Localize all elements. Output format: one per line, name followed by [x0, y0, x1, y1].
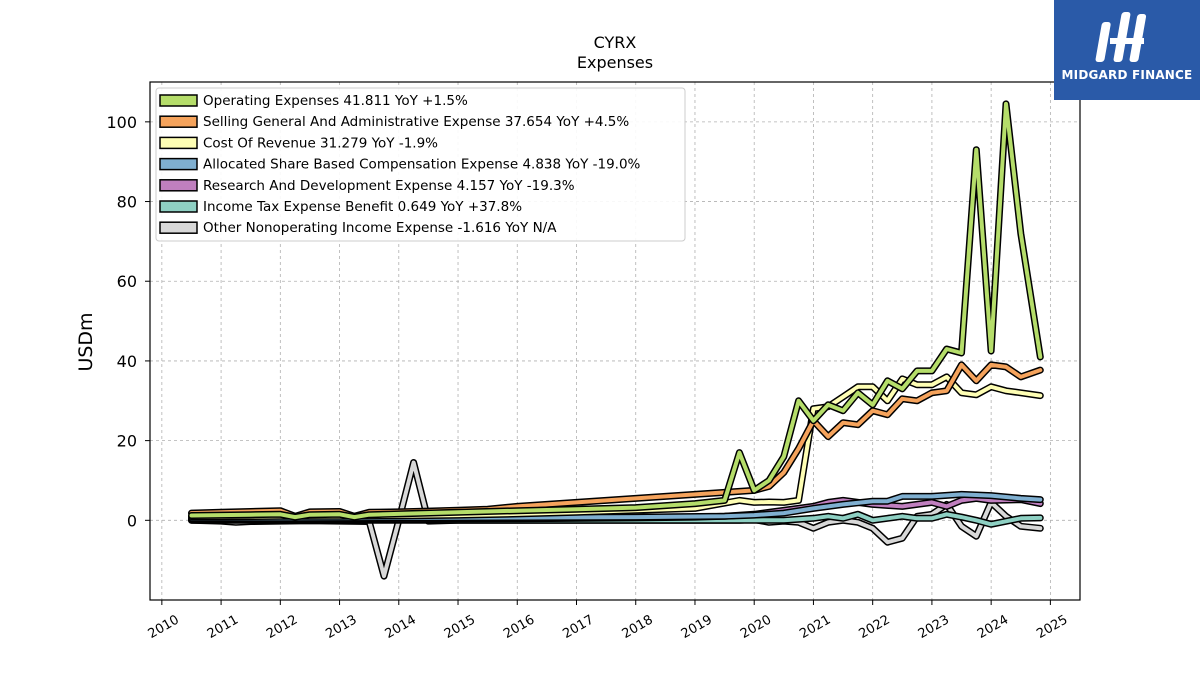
legend-swatch — [159, 136, 198, 150]
legend-swatch — [159, 200, 198, 213]
x-tick-label: 2019 — [679, 612, 715, 642]
x-tick-label: 2017 — [560, 612, 596, 642]
legend-label: Other Nonoperating Income Expense -1.616… — [203, 220, 557, 236]
x-tick-label: 2015 — [442, 612, 478, 642]
y-tick-label: 80 — [117, 193, 137, 212]
x-tick-label: 2011 — [205, 612, 241, 642]
x-tick-label: 2025 — [1034, 612, 1070, 642]
y-axis-label: USDm — [75, 312, 97, 371]
x-tick-label: 2018 — [620, 612, 656, 642]
legend-label: Cost Of Revenue 31.279 YoY -1.9% — [203, 135, 438, 151]
x-tick-label: 2010 — [146, 612, 182, 642]
x-tick-label: 2012 — [264, 612, 300, 642]
legend-item: Allocated Share Based Compensation Expen… — [159, 157, 641, 173]
chart-subtitle: Expenses — [577, 53, 653, 72]
x-tick-label: 2024 — [975, 612, 1011, 642]
legend-item: Income Tax Expense Benefit 0.649 YoY +37… — [159, 199, 522, 215]
legend-item: Research And Development Expense 4.157 Y… — [159, 178, 575, 194]
legend-item: Operating Expenses 41.811 YoY +1.5% — [159, 93, 468, 109]
series-operating-expenses — [188, 100, 1044, 521]
legend-swatch — [159, 94, 198, 107]
legend-label: Research And Development Expense 4.157 Y… — [203, 178, 575, 194]
legend: Operating Expenses 41.811 YoY +1.5% Selli… — [155, 87, 686, 242]
series-line — [189, 101, 1043, 520]
x-tick-label: 2021 — [797, 612, 833, 642]
x-tick-label: 2022 — [857, 612, 893, 642]
brand-logo: MIDGARD FINANCE — [1054, 0, 1200, 100]
x-tick-label: 2014 — [383, 612, 419, 642]
legend-swatch — [159, 179, 198, 192]
y-tick-label: 100 — [106, 113, 137, 132]
legend-item: Cost Of Revenue 31.279 YoY -1.9% — [159, 135, 438, 151]
legend-label: Allocated Share Based Compensation Expen… — [203, 157, 641, 173]
y-tick-label: 40 — [117, 352, 137, 371]
legend-swatch — [159, 221, 198, 234]
legend-swatch — [159, 157, 198, 171]
legend-item: Selling General And Administrative Expen… — [159, 114, 629, 130]
x-tick-label: 2013 — [323, 612, 359, 642]
y-tick-label: 0 — [127, 511, 137, 530]
logo-mark-icon — [1095, 12, 1147, 62]
brand-name: MIDGARD FINANCE — [1061, 68, 1193, 82]
y-tick-label: 20 — [117, 432, 137, 451]
legend-label: Income Tax Expense Benefit 0.649 YoY +37… — [203, 199, 522, 215]
legend-label: Operating Expenses 41.811 YoY +1.5% — [203, 93, 468, 109]
x-tick-label: 2020 — [738, 612, 774, 642]
chart-title: CYRX — [594, 33, 637, 52]
x-tick-label: 2023 — [916, 612, 952, 642]
x-tick-label: 2016 — [501, 612, 537, 642]
legend-box — [155, 87, 686, 242]
series-lines — [188, 100, 1044, 580]
legend-label: Selling General And Administrative Expen… — [203, 114, 629, 130]
y-tick-label: 60 — [117, 272, 137, 291]
plot-frame — [149, 81, 1081, 601]
legend-item: Other Nonoperating Income Expense -1.616… — [159, 220, 557, 236]
legend-swatch — [159, 115, 198, 128]
